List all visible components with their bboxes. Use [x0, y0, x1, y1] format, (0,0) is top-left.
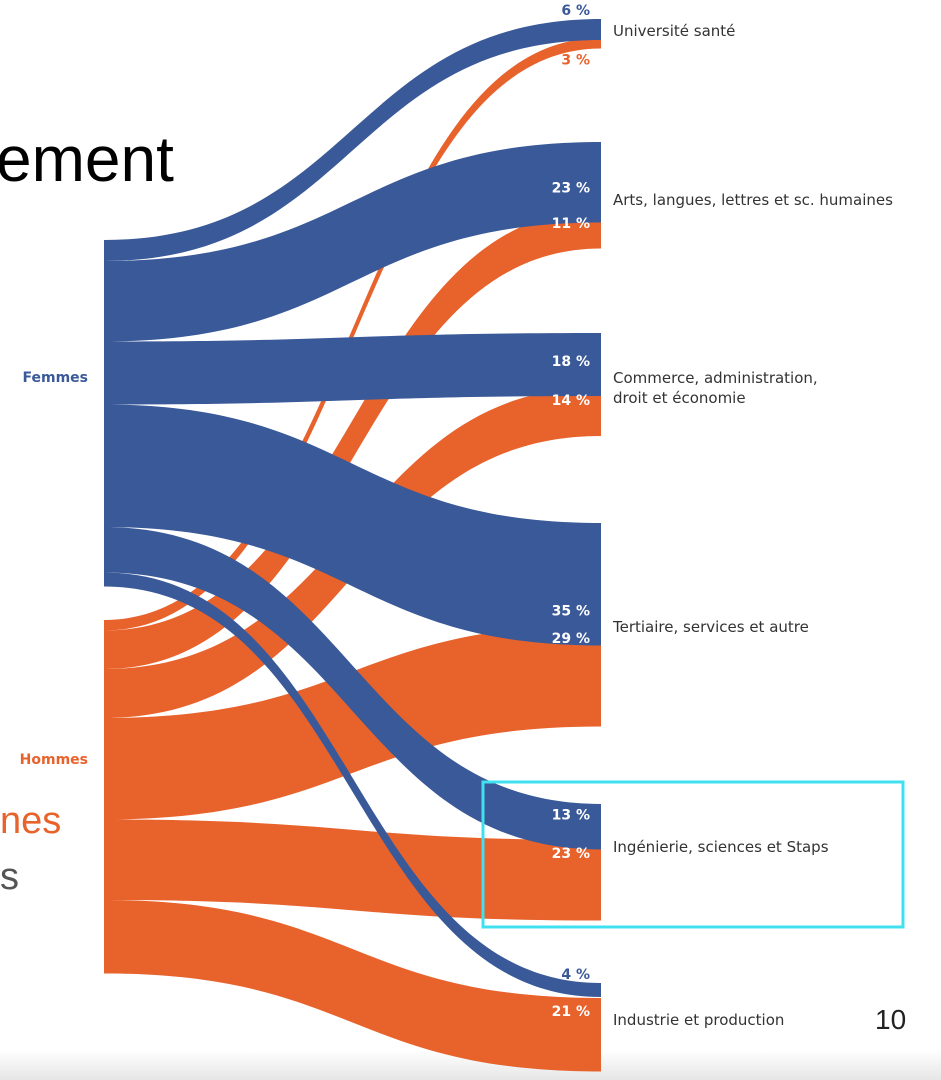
- page-number: 10: [875, 1004, 907, 1035]
- highlight-box: [481, 780, 905, 929]
- pct-hommes-5: 21 %: [552, 1004, 590, 1020]
- link-hommes-0: [104, 38, 601, 631]
- destination-label-2: droit et économie: [613, 389, 746, 407]
- pct-hommes-2: 14 %: [552, 393, 590, 409]
- link-femmes-4: [104, 527, 601, 850]
- pct-hommes-1: 11 %: [552, 216, 590, 232]
- destination-label-0: Université santé: [613, 22, 735, 40]
- destination-label-1: Arts, langues, lettres et sc. humaines: [613, 191, 893, 209]
- destination-label-3: Tertiaire, services et autre: [612, 618, 809, 636]
- link-femmes-2: [104, 333, 601, 405]
- link-femmes-1: [104, 142, 601, 342]
- destination-label-4: Ingénierie, sciences et Staps: [613, 838, 829, 856]
- pct-femmes-3: 35 %: [552, 604, 590, 620]
- slide-gray-text-fragment: s: [0, 856, 19, 898]
- pct-femmes-2: 18 %: [552, 354, 590, 370]
- pct-femmes-1: 23 %: [552, 181, 590, 197]
- sankey-labels: Femmes Hommes 6 % 23 % 18 % 35 % 13 % 4 % 3 % 11 …: [20, 3, 893, 1029]
- pct-hommes-3: 29 %: [552, 631, 590, 647]
- link-hommes-3: [104, 625, 601, 820]
- link-femmes-0: [104, 19, 601, 261]
- source-label-femmes: Femmes: [23, 370, 89, 386]
- pct-hommes-4: 23 %: [552, 846, 590, 862]
- link-hommes-1: [104, 210, 601, 669]
- link-hommes-4: [104, 819, 601, 921]
- destination-label-5: Industrie et production: [613, 1011, 784, 1029]
- pct-femmes-5: 4 %: [561, 967, 590, 983]
- pct-hommes-0: 3 %: [561, 53, 590, 69]
- pct-femmes-0: 6 %: [561, 3, 590, 19]
- source-label-hommes: Hommes: [20, 752, 88, 768]
- link-femmes-5: [104, 572, 601, 997]
- sankey-links: [104, 19, 601, 1072]
- destination-label-2: Commerce, administration,: [613, 369, 818, 387]
- slide-orange-text-fragment: nes: [0, 800, 62, 842]
- link-hommes-5: [104, 900, 601, 1072]
- pct-femmes-4: 13 %: [552, 808, 590, 824]
- slide-title-fragment: ement: [0, 123, 174, 195]
- link-femmes-3: [104, 404, 601, 646]
